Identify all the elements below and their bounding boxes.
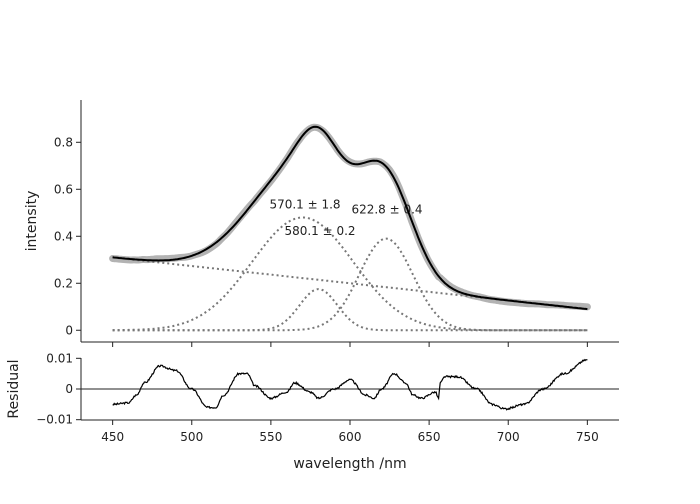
peak-component-3 xyxy=(112,237,588,332)
x-tick-label: 450 xyxy=(101,430,124,444)
x-tick-label: 500 xyxy=(180,430,203,444)
y-axis-label-residual: Residual xyxy=(6,359,22,418)
peak-label-1: 570.1 ± 1.8 xyxy=(269,197,340,211)
y-tick-label: 0.6 xyxy=(54,182,73,196)
x-tick-label: 600 xyxy=(339,430,362,444)
peak-label-2: 580.1 ± 0.2 xyxy=(284,224,355,238)
peak-component-1 xyxy=(112,216,588,332)
x-axis-label: wavelength /nm xyxy=(293,456,406,472)
residual-panel: −0.01 0 0.01 450 500 550 600 650 700 750 xyxy=(36,351,619,444)
y-tick-label: 0 xyxy=(65,323,73,337)
residual-line xyxy=(112,358,588,411)
y-tick-label: 0 xyxy=(65,382,73,396)
data-line xyxy=(109,123,591,311)
main-panel: 0 0.2 0.4 0.6 0.8 570.1 ± 1.8 580.1 ± 0.2 622.8… xyxy=(54,100,619,347)
y-tick-label: 0.8 xyxy=(54,135,73,149)
y-tick-label: 0.2 xyxy=(54,276,73,290)
fit-line xyxy=(112,125,588,311)
peak-label-3: 622.8 ± 0.4 xyxy=(351,203,422,217)
x-tick-label: 700 xyxy=(497,430,520,444)
x-tick-label: 650 xyxy=(418,430,441,444)
y-tick-label: −0.01 xyxy=(36,413,73,427)
x-tick-label: 550 xyxy=(259,430,282,444)
x-tick-label: 750 xyxy=(576,430,599,444)
peak-component-2 xyxy=(112,288,588,332)
y-axis-label-main: intensity xyxy=(24,191,40,252)
y-tick-label: 0.4 xyxy=(54,229,73,243)
y-tick-label: 0.01 xyxy=(46,351,73,365)
